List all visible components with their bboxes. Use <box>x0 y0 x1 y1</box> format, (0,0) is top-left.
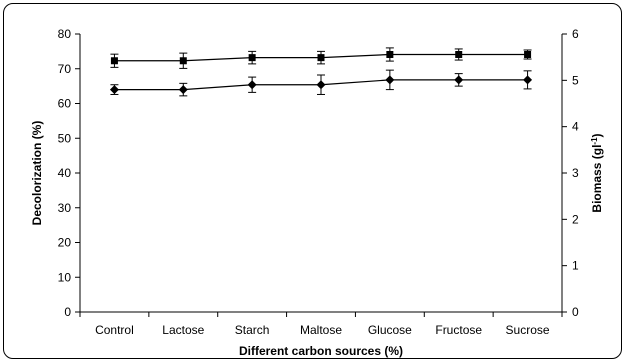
series-layer <box>109 47 533 97</box>
y-left-tick-label: 40 <box>58 166 72 180</box>
data-point-diamond <box>316 80 326 90</box>
y-axis-left-title: Decolorization (%) <box>30 121 44 226</box>
x-tick-label: Lactose <box>162 323 204 337</box>
data-point-diamond <box>523 75 533 85</box>
y-left-tick-label: 60 <box>58 97 72 111</box>
y-left-tick-label: 80 <box>58 27 72 41</box>
y-left-tick-label: 50 <box>58 131 72 145</box>
data-point-diamond <box>385 75 395 85</box>
series-diamond <box>109 69 533 97</box>
y-axis-right-title: Biomass (gl-1) <box>590 133 605 212</box>
x-tick-label: Control <box>95 323 134 337</box>
data-point-square <box>179 57 187 65</box>
axes: 0 10 20 30 40 50 60 70 80 0 1 2 3 4 5 6 Control Lactose St… <box>58 27 579 337</box>
y-left-tick-label: 0 <box>64 305 71 319</box>
y-left-tick-label: 30 <box>58 201 72 215</box>
chart-frame <box>3 3 622 359</box>
series-square <box>110 47 532 69</box>
x-tick-label: Starch <box>235 323 270 337</box>
data-point-square <box>110 57 118 65</box>
y-axis-right-title-base: Biomass (gl <box>590 145 604 213</box>
data-point-square <box>386 51 394 59</box>
data-point-diamond <box>109 85 119 95</box>
x-tick-label: Maltose <box>300 323 342 337</box>
y-left-tick-label: 20 <box>58 236 72 250</box>
x-axis-title: Different carbon sources (%) <box>239 344 403 358</box>
x-tick-label: Sucrose <box>506 323 550 337</box>
data-point-square <box>248 54 256 62</box>
y-right-tick-label: 4 <box>572 120 579 134</box>
data-point-diamond <box>454 75 464 85</box>
x-tick-label: Fructose <box>435 323 482 337</box>
data-point-diamond <box>178 85 188 95</box>
y-right-tick-label: 5 <box>572 73 579 87</box>
y-left-tick-label: 70 <box>58 62 72 76</box>
data-point-square <box>455 51 463 59</box>
data-point-square <box>524 51 532 59</box>
x-tick-label: Glucose <box>368 323 412 337</box>
data-point-diamond <box>247 80 257 90</box>
y-right-tick-label: 3 <box>572 166 579 180</box>
y-axis-right-title-end: ) <box>590 133 604 137</box>
data-point-square <box>317 54 325 62</box>
y-left-tick-label: 10 <box>58 270 72 284</box>
y-axis-right-title-sup: -1 <box>590 137 599 145</box>
y-right-tick-label: 2 <box>572 212 579 226</box>
y-right-tick-label: 6 <box>572 27 579 41</box>
y-right-tick-label: 1 <box>572 259 579 273</box>
y-right-tick-label: 0 <box>572 305 579 319</box>
